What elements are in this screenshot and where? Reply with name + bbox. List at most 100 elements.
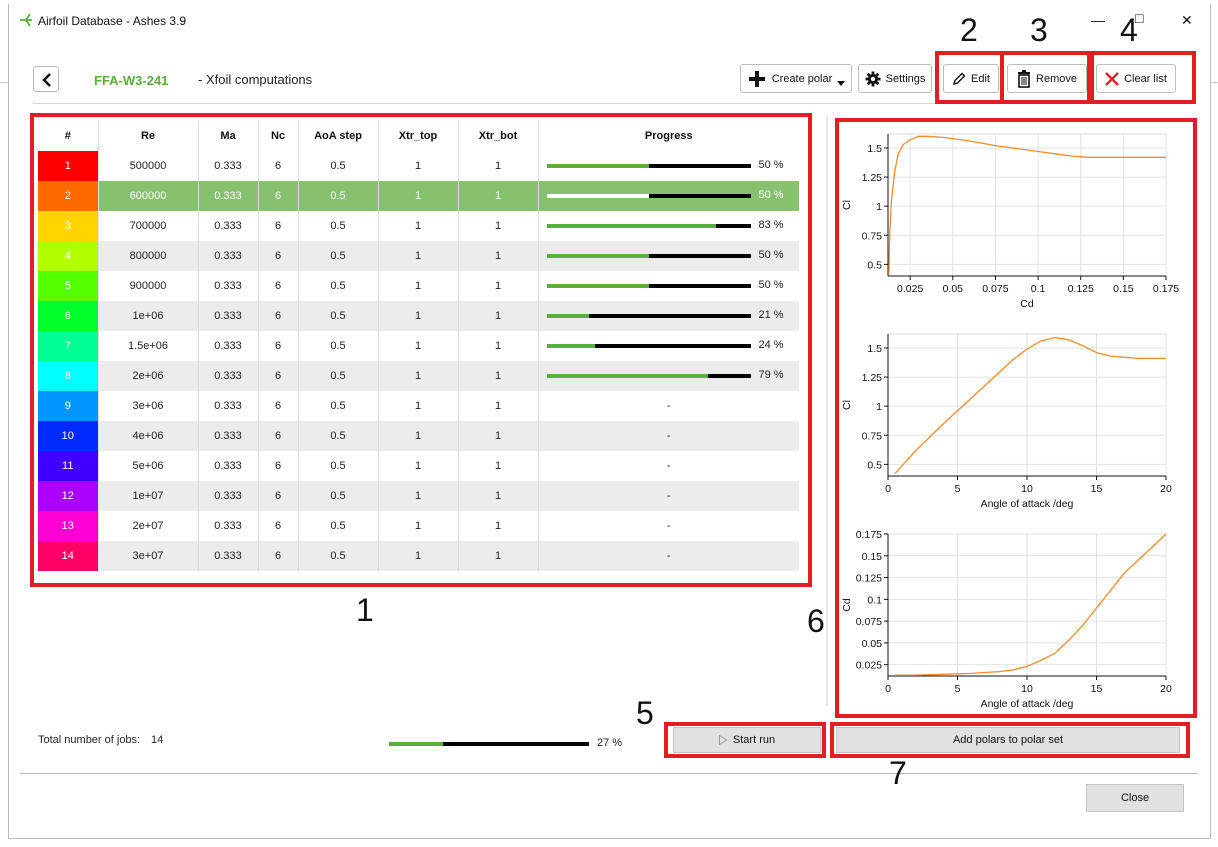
progress-cell: - (538, 391, 799, 421)
title-bar: Airfoil Database - Ashes 3.9 — □ ✕ (8, 4, 1211, 38)
cell-re: 700000 (98, 211, 199, 241)
row-progress-fill (546, 284, 649, 288)
cell-aoa: 0.5 (298, 391, 379, 421)
table-row[interactable]: 9 3e+06 0.333 6 0.5 1 1- (38, 391, 799, 421)
col-header-ma[interactable]: Ma (198, 120, 259, 151)
cell-aoa: 0.5 (298, 481, 379, 511)
settings-button[interactable]: Settings (858, 64, 932, 93)
cell-xtop: 1 (378, 271, 459, 301)
row-number-cell: 14 (38, 541, 99, 571)
minimize-icon[interactable]: — (1091, 12, 1105, 28)
cell-xbot: 1 (458, 211, 539, 241)
col-header-aoa-step[interactable]: AoA step (298, 120, 379, 151)
cell-xtop: 1 (378, 301, 459, 331)
row-number-cell: 2 (38, 181, 99, 211)
cell-re: 1e+06 (98, 301, 199, 331)
table-row[interactable]: 8 2e+06 0.333 6 0.5 1 1 79 % (38, 361, 799, 391)
x-tick-label: 0 (885, 483, 891, 495)
row-progress-text: - (666, 490, 671, 502)
col-header-xtr-bot[interactable]: Xtr_bot (458, 120, 539, 151)
table-row[interactable]: 12 1e+07 0.333 6 0.5 1 1- (38, 481, 799, 511)
cell-xbot: 1 (458, 181, 539, 211)
x-tick-label: 20 (1160, 683, 1172, 695)
cell-xtop: 1 (378, 451, 459, 481)
cell-re: 600000 (98, 181, 199, 211)
y-axis-label: Cl (841, 200, 853, 210)
total-progress-bar (389, 742, 589, 746)
x-tick-label: 0.05 (943, 283, 964, 295)
start-run-button[interactable]: Start run (673, 727, 821, 753)
progress-cell: 50 % (538, 241, 799, 271)
clear-list-button[interactable]: Clear list (1096, 64, 1176, 93)
row-progress-bar (546, 194, 751, 198)
col-header-nc[interactable]: Nc (258, 120, 299, 151)
x-axis-label: Angle of attack /deg (981, 698, 1074, 710)
cell-aoa: 0.5 (298, 151, 379, 181)
close-window-icon[interactable]: ✕ (1181, 12, 1193, 28)
table-row[interactable]: 5 900000 0.333 6 0.5 1 1 50 % (38, 271, 799, 301)
edit-button[interactable]: Edit (943, 64, 999, 93)
close-button[interactable]: Close (1086, 784, 1184, 812)
cell-xtop: 1 (378, 241, 459, 271)
row-number-cell: 8 (38, 361, 99, 391)
back-button[interactable] (33, 66, 59, 92)
progress-cell: - (538, 451, 799, 481)
create-polar-button[interactable]: Create polar (740, 64, 852, 93)
cell-xbot: 1 (458, 481, 539, 511)
progress-cell: 83 % (538, 211, 799, 241)
table-row[interactable]: 4 800000 0.333 6 0.5 1 1 50 % (38, 241, 799, 271)
remove-button[interactable]: Remove (1007, 64, 1087, 93)
row-number-cell: 11 (38, 451, 99, 481)
row-progress-text: 50 % (758, 249, 784, 261)
col-header-re[interactable]: Re (98, 120, 199, 151)
y-tick-label: 0.05 (862, 638, 883, 650)
table-row[interactable]: 7 1.5e+06 0.333 6 0.5 1 1 24 % (38, 331, 799, 361)
cl-vs-aoa-chart: 0 5 10 15 20 0.5 0.75 1 1.25 1.5 Angle of attack /… (841, 333, 1172, 510)
cell-xbot: 1 (458, 391, 539, 421)
row-progress-text: - (666, 430, 671, 442)
cell-nc: 6 (258, 481, 299, 511)
cell-nc: 6 (258, 511, 299, 541)
chevron-left-icon (42, 73, 51, 87)
row-progress-fill (546, 344, 596, 348)
row-progress-text: - (666, 520, 671, 532)
add-polars-button[interactable]: Add polars to polar set (836, 727, 1180, 753)
table-row[interactable]: 11 5e+06 0.333 6 0.5 1 1- (38, 451, 799, 481)
cell-nc: 6 (258, 451, 299, 481)
edit-label: Edit (971, 72, 990, 85)
table-row[interactable]: 3 700000 0.333 6 0.5 1 1 83 % (38, 211, 799, 241)
col-header-xtr-top[interactable]: Xtr_top (378, 120, 459, 151)
x-tick-label: 15 (1091, 683, 1103, 695)
row-progress-bar (546, 314, 751, 318)
y-tick-label: 0.1 (867, 594, 882, 606)
cell-ma: 0.333 (198, 361, 259, 391)
cell-xbot: 1 (458, 541, 539, 571)
jobs-table: # Re Ma Nc AoA step Xtr_top Xtr_bot Prog… (38, 120, 799, 571)
series-line (895, 533, 1167, 676)
pencil-icon (952, 72, 966, 86)
cell-ma: 0.333 (198, 181, 259, 211)
row-progress-text: - (666, 460, 671, 472)
x-tick-label: 5 (955, 483, 961, 495)
cell-aoa: 0.5 (298, 271, 379, 301)
table-row[interactable]: 6 1e+06 0.333 6 0.5 1 1 21 % (38, 301, 799, 331)
table-row[interactable]: 2 600000 0.333 6 0.5 1 1 50 % (38, 181, 799, 211)
table-row[interactable]: 13 2e+07 0.333 6 0.5 1 1- (38, 511, 799, 541)
y-axis-label: Cd (841, 598, 853, 612)
cell-re: 3e+07 (98, 541, 199, 571)
table-row[interactable]: 1 500000 0.333 6 0.5 1 1 50 % (38, 151, 799, 181)
page-subtitle: - Xfoil computations (198, 72, 313, 87)
cell-nc: 6 (258, 271, 299, 301)
table-row[interactable]: 14 3e+07 0.333 6 0.5 1 1- (38, 541, 799, 571)
cell-nc: 6 (258, 331, 299, 361)
panel-splitter[interactable] (826, 116, 828, 706)
col-header-progress[interactable]: Progress (538, 120, 799, 151)
row-progress-bar (546, 224, 751, 228)
table-row[interactable]: 10 4e+06 0.333 6 0.5 1 1- (38, 421, 799, 451)
x-tick-label: 10 (1021, 683, 1033, 695)
y-axis-label: Cl (841, 400, 853, 410)
cell-aoa: 0.5 (298, 301, 379, 331)
cell-aoa: 0.5 (298, 181, 379, 211)
col-header-number[interactable]: # (38, 120, 99, 151)
maximize-icon[interactable]: □ (1135, 10, 1144, 26)
